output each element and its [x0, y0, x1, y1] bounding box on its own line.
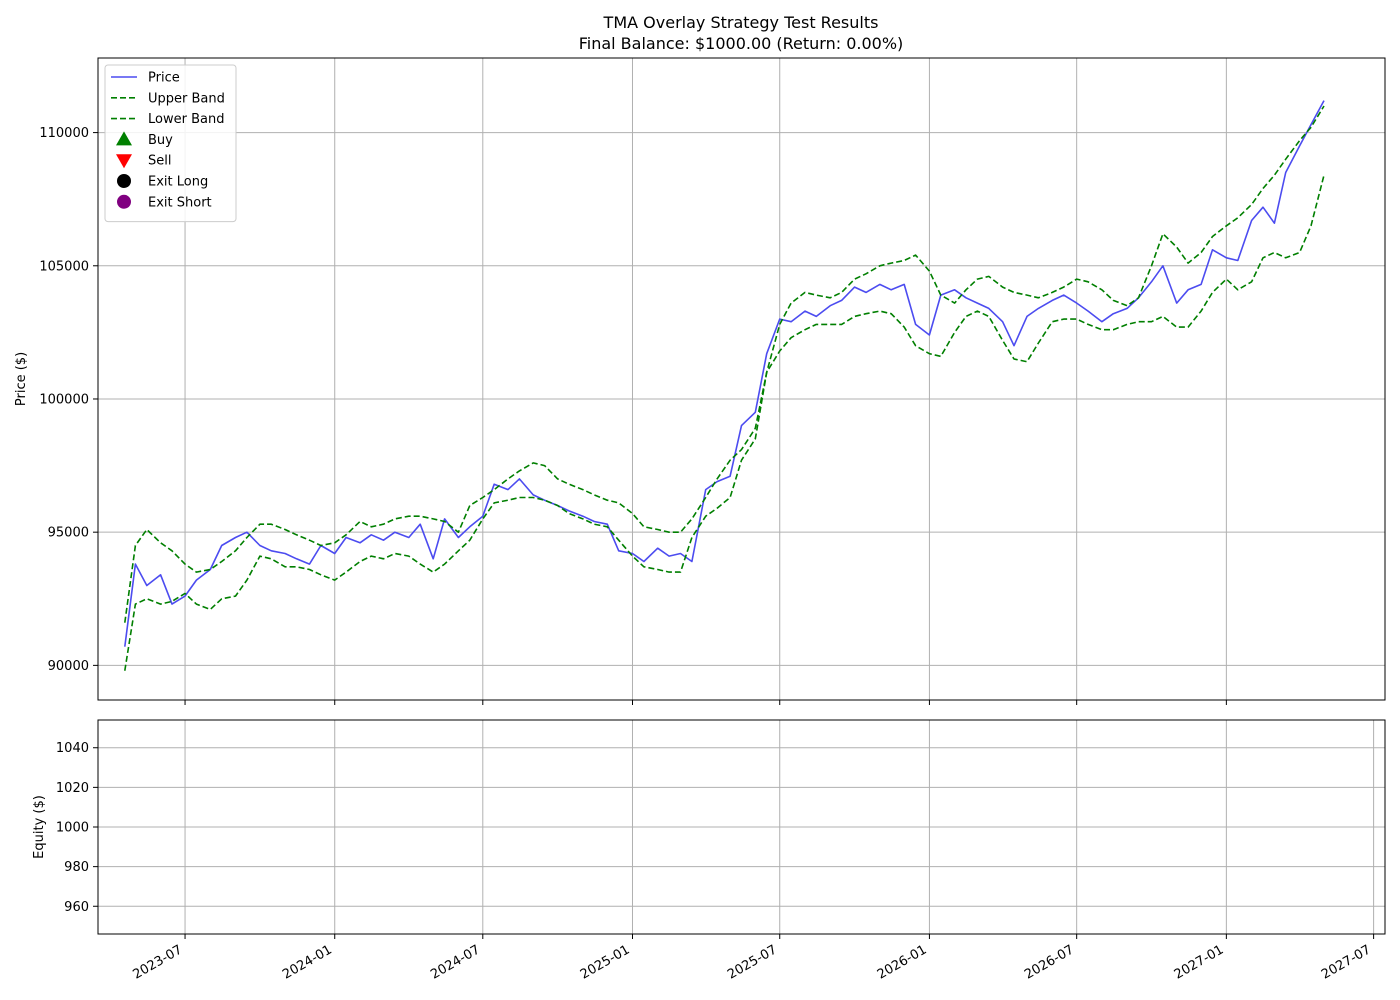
series-price	[124, 100, 1325, 647]
legend-sell-label: Sell	[148, 154, 171, 169]
legend-buy-swatch	[116, 131, 132, 146]
price-series	[124, 100, 1325, 671]
legend-sell-swatch	[116, 154, 132, 169]
price-ylabel: Price ($)	[14, 352, 29, 406]
series-lower-band	[124, 175, 1325, 671]
equity-grid	[98, 720, 1385, 934]
equity-ylabel: Equity ($)	[32, 795, 47, 859]
price-y-tick-label: 90000	[48, 659, 89, 674]
legend-exit-short-swatch	[117, 194, 131, 209]
legend-buy-label: Buy	[148, 133, 173, 148]
price-axes: 90000 95000 100000 105000 110000 Price ($) P…	[14, 57, 1386, 705]
legend-upper-band-label: Upper Band	[148, 91, 225, 106]
equity-x-tick-label: 2026-01	[875, 942, 930, 982]
equity-x-tick-label: 2024-01	[280, 942, 335, 982]
legend-exit-short-label: Exit Short	[148, 195, 212, 210]
equity-y-tick-label: 1020	[56, 781, 89, 796]
equity-x-tick-label: 2025-07	[725, 942, 780, 982]
price-grid	[98, 58, 1385, 700]
legend: Price Upper Band Lower Band Buy Sell Exit Lon…	[104, 64, 237, 223]
equity-y-tick-label: 960	[64, 900, 89, 915]
legend-exit-long-label: Exit Long	[148, 175, 208, 190]
equity-x-tick-label: 2027-01	[1172, 942, 1227, 982]
legend-price-label: Price	[148, 71, 180, 86]
equity-y-tick-label: 1000	[56, 821, 89, 836]
legend-exit-long-swatch	[117, 174, 131, 188]
equity-axes: 2023-07 2024-01 2024-07 2025-01 2025-07 2026-…	[32, 719, 1386, 983]
price-y-tick-label: 110000	[39, 126, 89, 141]
equity-x-tick-label: 2023-07	[130, 942, 185, 982]
price-axes-frame	[97, 57, 1386, 701]
equity-x-tick-label: 2024-07	[428, 942, 483, 982]
chart-subtitle: Final Balance: $1000.00 (Return: 0.00%)	[579, 34, 904, 53]
legend-lower-band-label: Lower Band	[148, 112, 224, 127]
equity-x-tick-label: 2026-07	[1022, 942, 1077, 982]
price-y-tick-label: 100000	[39, 392, 89, 407]
series-upper-band	[124, 105, 1325, 623]
equity-y-tick-label: 980	[64, 860, 89, 875]
equity-x-tick-label: 2027-07	[1319, 942, 1374, 982]
equity-x-tick-label: 2025-01	[578, 942, 633, 982]
chart-title: TMA Overlay Strategy Test Results	[603, 13, 879, 32]
price-y-tick-label: 95000	[48, 526, 89, 541]
price-y-tick-label: 105000	[39, 259, 89, 274]
equity-ticks: 2023-07 2024-01 2024-07 2025-01 2025-07 2026-…	[56, 741, 1375, 983]
equity-y-tick-label: 1040	[56, 741, 89, 756]
price-ticks: 90000 95000 100000 105000 110000	[39, 126, 1227, 705]
legend-box	[104, 64, 237, 223]
